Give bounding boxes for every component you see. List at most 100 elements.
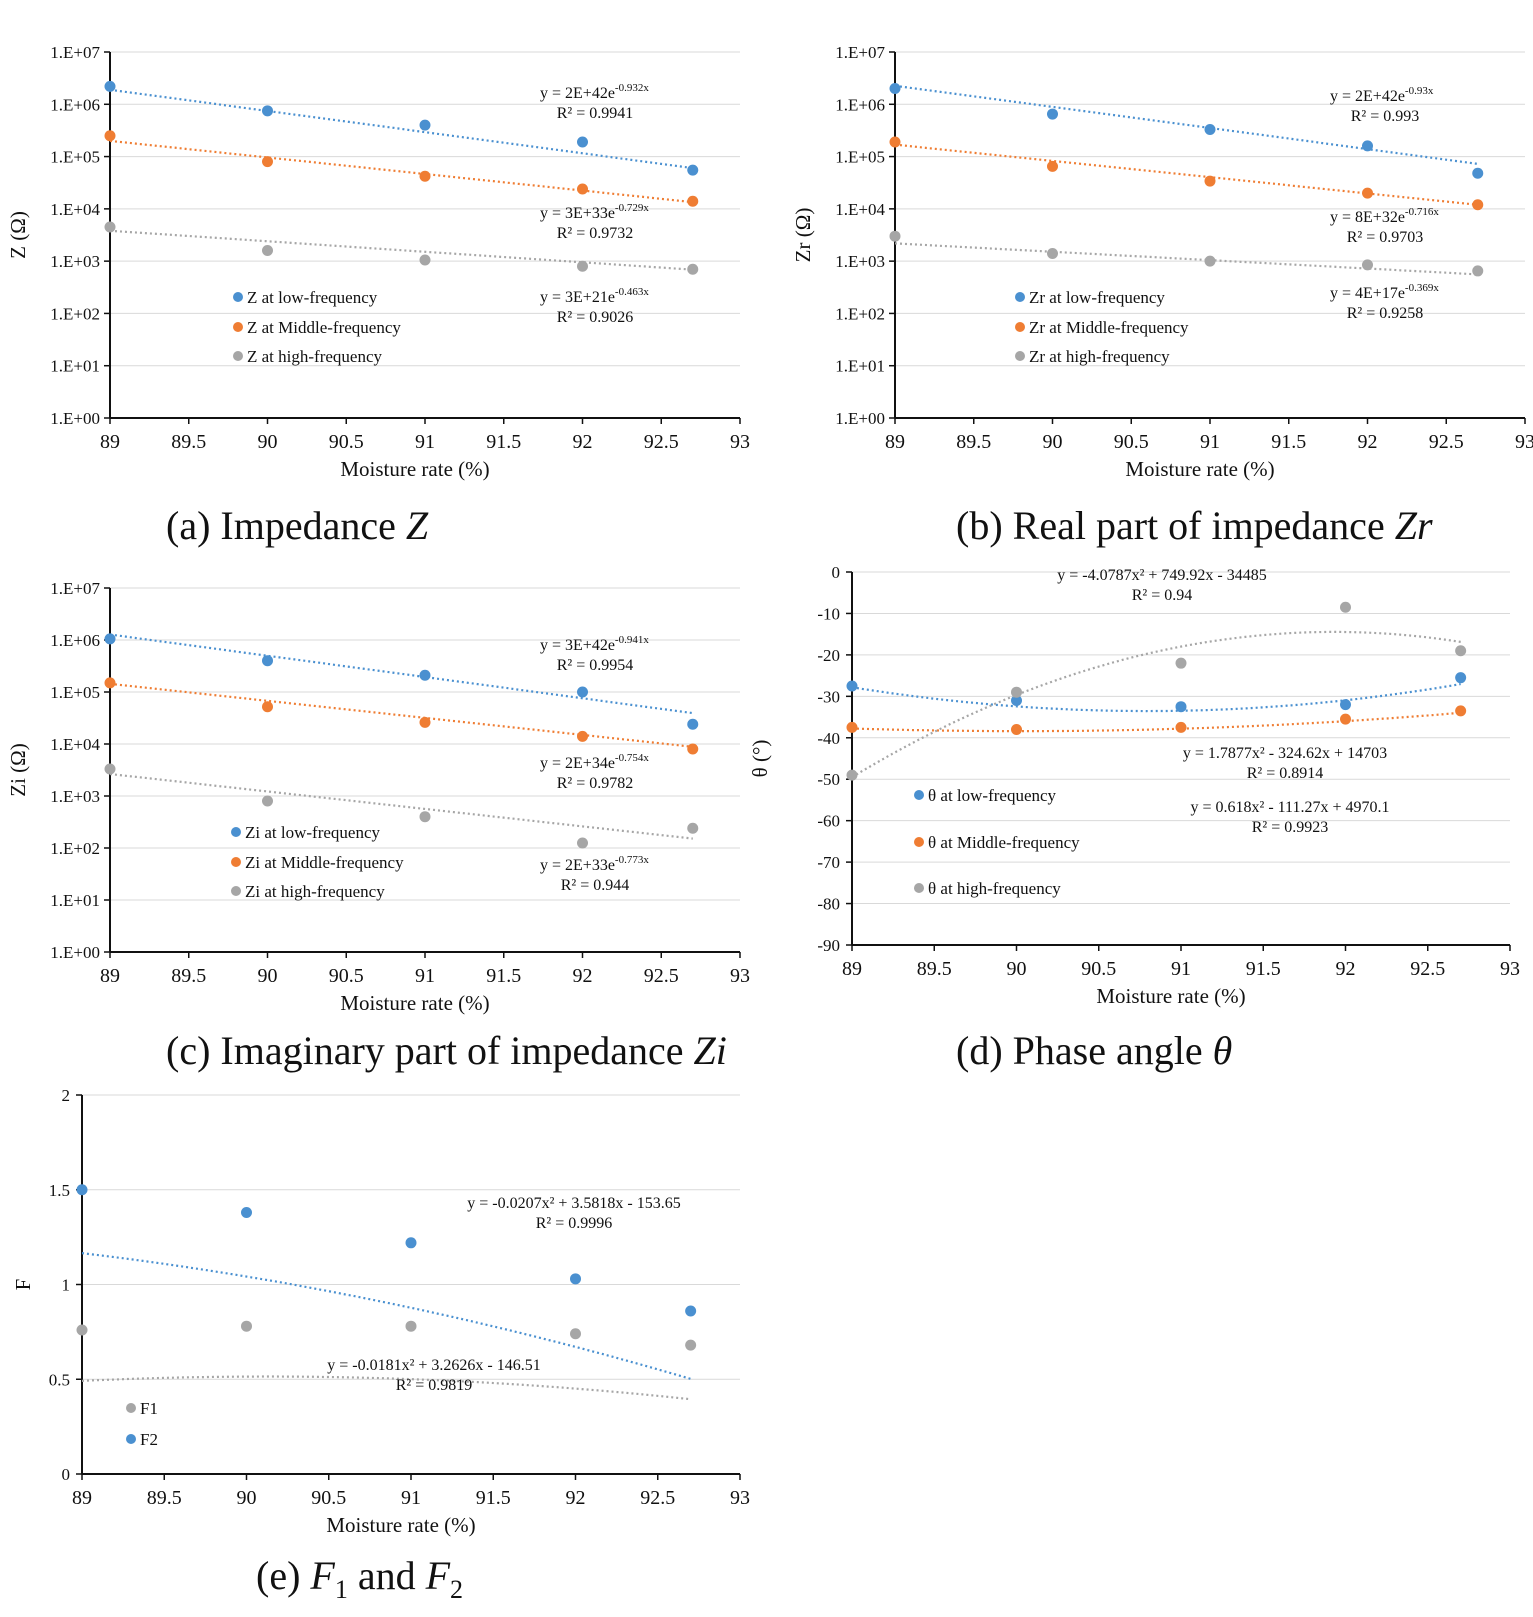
data-point <box>1340 601 1351 613</box>
data-point <box>1455 672 1467 684</box>
data-point <box>419 170 431 182</box>
legend-label: θ at low-frequency <box>928 786 1057 805</box>
y-tick-label: 1.E+01 <box>50 357 100 376</box>
x-axis-label: Moisture rate (%) <box>340 457 489 481</box>
data-point <box>1204 255 1216 267</box>
legend-marker <box>1015 351 1025 361</box>
data-point <box>687 195 699 207</box>
y-tick-label: -20 <box>817 646 840 665</box>
data-point <box>1011 694 1022 706</box>
trend-equation: y = 0.618x² - 111.27x + 4970.1 <box>1191 799 1390 816</box>
y-tick-label: 1.E+07 <box>50 43 100 62</box>
data-point <box>1047 160 1058 172</box>
trendline-gray <box>894 242 1478 276</box>
y-tick-label: 1.E+03 <box>50 252 100 271</box>
y-tick-label: -60 <box>817 812 840 831</box>
y-tick-label: 0 <box>62 1465 71 1484</box>
trend-r2: R² = 0.9732 <box>557 225 634 242</box>
y-tick-label: 1.E+01 <box>835 357 885 376</box>
legend-marker <box>914 837 924 847</box>
data-point <box>104 633 116 645</box>
data-point <box>1175 721 1187 733</box>
data-point <box>1011 686 1022 698</box>
trend-equation: y = 3E+42e-0.941x <box>540 634 649 654</box>
data-point <box>846 721 858 733</box>
x-tick-label: 89.5 <box>956 431 991 453</box>
trend-equation: y = 2E+42e-0.932x <box>540 82 649 102</box>
y-tick-label: -40 <box>817 729 840 748</box>
x-tick-label: 90 <box>258 965 278 987</box>
legend-marker <box>233 322 243 332</box>
data-point <box>262 701 273 713</box>
y-tick-label: 1.E+05 <box>835 148 885 167</box>
trendline-blue <box>851 683 1461 713</box>
legend-marker <box>231 827 241 837</box>
data-point <box>570 1328 581 1340</box>
legend-label: Zr at high-frequency <box>1029 347 1170 366</box>
x-tick-label: 91 <box>401 1487 421 1509</box>
x-tick-label: 90 <box>258 431 278 453</box>
data-point <box>687 263 699 275</box>
x-tick-label: 90.5 <box>329 431 364 453</box>
legend-label: Zi at high-frequency <box>245 882 385 901</box>
x-tick-label: 89.5 <box>171 431 206 453</box>
y-tick-label: 1 <box>62 1276 71 1295</box>
data-point <box>577 260 588 272</box>
x-tick-label: 91 <box>415 431 435 453</box>
data-point <box>1175 657 1187 669</box>
x-tick-label: 90 <box>1043 431 1063 453</box>
x-axis-label: Moisture rate (%) <box>326 1513 475 1537</box>
data-point <box>1362 187 1373 199</box>
legend-marker <box>1015 322 1025 332</box>
trend-r2: R² = 0.9941 <box>557 105 634 122</box>
legend-label: θ at Middle-frequency <box>928 833 1080 852</box>
data-point <box>104 677 116 689</box>
y-tick-label: 1.E+01 <box>50 891 100 910</box>
x-tick-label: 93 <box>730 431 750 453</box>
data-point <box>687 164 699 176</box>
trendline-blue <box>81 1252 692 1380</box>
data-point <box>570 1273 581 1285</box>
trend-r2: R² = 0.9923 <box>1252 819 1329 836</box>
y-tick-label: 1.E+07 <box>50 579 100 598</box>
x-axis-label: Moisture rate (%) <box>340 991 489 1015</box>
caption-b: (b) Real part of impedance Zr <box>956 503 1433 548</box>
legend-label: F1 <box>140 1399 158 1418</box>
legend-label: Zi at Middle-frequency <box>245 853 404 872</box>
x-tick-label: 92 <box>566 1487 586 1509</box>
trend-r2: R² = 0.9258 <box>1347 305 1424 322</box>
x-tick-label: 89 <box>72 1487 92 1509</box>
data-point <box>419 811 431 823</box>
data-point <box>1362 259 1373 271</box>
x-tick-label: 91 <box>415 965 435 987</box>
legend-marker <box>914 790 924 800</box>
y-tick-label: 1.E+04 <box>835 200 885 219</box>
data-point <box>685 1339 697 1351</box>
data-point <box>262 244 273 256</box>
trendline-gray <box>81 1375 691 1401</box>
legend-label: Zr at low-frequency <box>1029 288 1165 307</box>
data-point <box>889 136 901 148</box>
data-point <box>1472 167 1484 179</box>
data-point <box>1472 199 1484 211</box>
x-tick-label: 92.5 <box>1410 958 1445 980</box>
y-axis-label: Z (Ω) <box>6 211 30 259</box>
trendline-orange <box>894 143 1478 206</box>
data-point <box>1472 265 1484 277</box>
data-point <box>241 1206 252 1218</box>
trendline-orange <box>109 139 693 204</box>
data-point <box>104 221 116 233</box>
data-point <box>1455 645 1467 657</box>
trend-r2: R² = 0.9819 <box>396 1377 473 1394</box>
y-axis-label: F <box>11 1279 35 1291</box>
trend-equation: y = 1.7877x² - 324.62x + 14703 <box>1183 745 1387 762</box>
x-tick-label: 90 <box>237 1487 257 1509</box>
data-point <box>577 183 588 195</box>
y-tick-label: 1.E+02 <box>835 304 885 323</box>
trend-r2: R² = 0.944 <box>561 877 630 894</box>
data-point <box>687 743 699 755</box>
data-point <box>846 680 858 692</box>
y-tick-label: 1.E+03 <box>835 252 885 271</box>
data-point <box>1204 123 1216 135</box>
